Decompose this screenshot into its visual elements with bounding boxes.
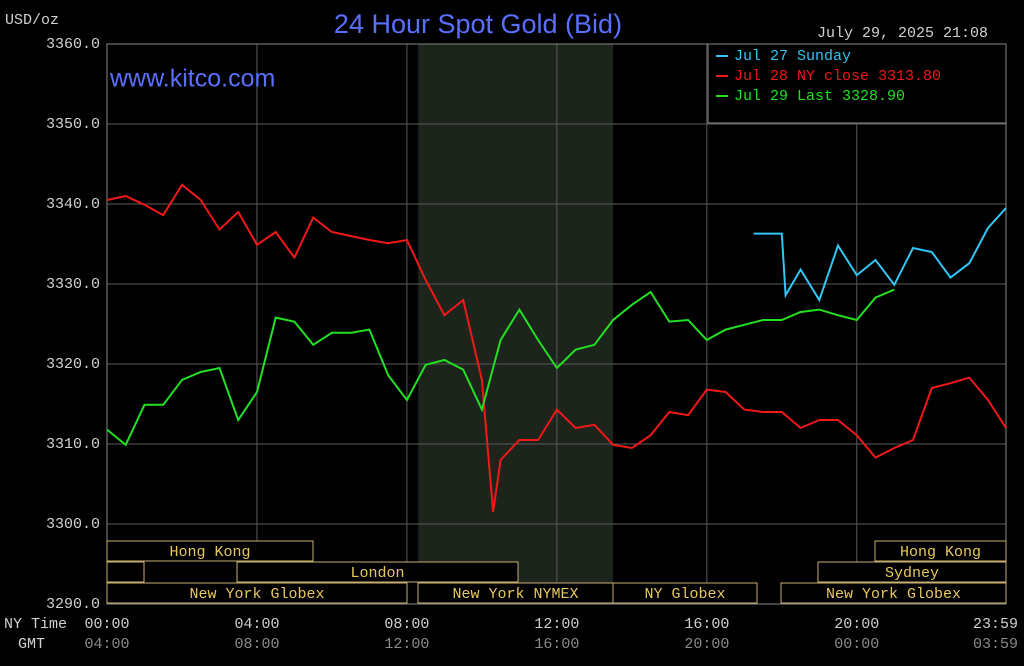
series-line bbox=[106, 288, 895, 447]
x2-tick-label: 20:00 bbox=[684, 636, 729, 653]
x-tick-label: 20:00 bbox=[834, 616, 879, 633]
y-tick-label: 3330.0 bbox=[46, 276, 100, 293]
session-label: New York Globex bbox=[826, 586, 961, 603]
x2-tick-label: 12:00 bbox=[384, 636, 429, 653]
y-tick-label: 3300.0 bbox=[46, 516, 100, 533]
chart-title: 24 Hour Spot Gold (Bid) bbox=[334, 9, 622, 39]
x-axis-label: NY Time bbox=[4, 616, 67, 633]
x2-axis-label: GMT bbox=[18, 636, 45, 653]
x2-tick-label: 08:00 bbox=[234, 636, 279, 653]
y-tick-label: 3310.0 bbox=[46, 436, 100, 453]
x-tick-label: 00:00 bbox=[84, 616, 129, 633]
session-label: Hong Kong bbox=[169, 544, 250, 561]
series-line bbox=[106, 183, 1007, 513]
session-label: London bbox=[350, 565, 404, 582]
legend-box bbox=[707, 43, 1007, 124]
session-box bbox=[236, 561, 519, 583]
x-tick-label: 23:59 bbox=[973, 616, 1018, 633]
session-label: Sydney bbox=[885, 565, 939, 582]
session-box bbox=[106, 582, 408, 604]
session-box bbox=[780, 582, 1007, 604]
y-tick-label: 3340.0 bbox=[46, 196, 100, 213]
x-tick-label: 04:00 bbox=[234, 616, 279, 633]
x-tick-label: 16:00 bbox=[684, 616, 729, 633]
series-line bbox=[753, 207, 1007, 303]
legend-label: Jul 28 NY close 3313.80 bbox=[734, 68, 941, 85]
session-box bbox=[106, 561, 145, 583]
session-box bbox=[106, 540, 314, 562]
y-tick-label: 3320.0 bbox=[46, 356, 100, 373]
session-label: New York NYMEX bbox=[452, 586, 578, 603]
x2-tick-label: 03:59 bbox=[973, 636, 1018, 653]
legend-label: Jul 27 Sunday bbox=[734, 48, 851, 65]
x2-tick-label: 16:00 bbox=[534, 636, 579, 653]
plot-frame bbox=[106, 43, 1007, 605]
y-tick-label: 3290.0 bbox=[46, 596, 100, 613]
y-tick-label: 3360.0 bbox=[46, 36, 100, 53]
session-box bbox=[612, 582, 758, 604]
x-tick-label: 12:00 bbox=[534, 616, 579, 633]
legend-label: Jul 29 Last 3328.90 bbox=[734, 88, 905, 105]
session-box bbox=[817, 561, 1007, 583]
x-tick-label: 08:00 bbox=[384, 616, 429, 633]
unit-label: USD/oz bbox=[5, 12, 59, 29]
y-tick-label: 3350.0 bbox=[46, 116, 100, 133]
session-label: Hong Kong bbox=[900, 544, 981, 561]
session-label: NY Globex bbox=[644, 586, 725, 603]
timestamp: July 29, 2025 21:08 bbox=[817, 25, 988, 42]
watermark: www.kitco.com bbox=[109, 65, 275, 93]
session-label: New York Globex bbox=[189, 586, 324, 603]
x2-tick-label: 00:00 bbox=[834, 636, 879, 653]
x2-tick-label: 04:00 bbox=[84, 636, 129, 653]
session-box bbox=[874, 540, 1007, 562]
highlight-span bbox=[418, 44, 614, 604]
